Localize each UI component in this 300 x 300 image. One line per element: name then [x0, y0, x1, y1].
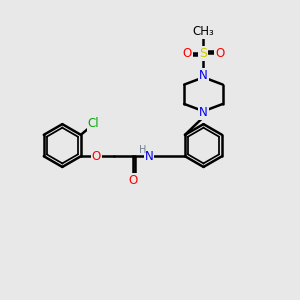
- Text: S: S: [200, 47, 208, 60]
- Text: CH₃: CH₃: [193, 25, 214, 38]
- Text: O: O: [92, 150, 101, 163]
- Text: H: H: [139, 145, 146, 155]
- Text: O: O: [128, 173, 137, 187]
- Text: N: N: [145, 150, 153, 163]
- Text: N: N: [199, 69, 208, 82]
- Text: O: O: [215, 47, 224, 60]
- Text: Cl: Cl: [88, 117, 99, 130]
- Text: O: O: [182, 47, 192, 60]
- Text: N: N: [199, 106, 208, 119]
